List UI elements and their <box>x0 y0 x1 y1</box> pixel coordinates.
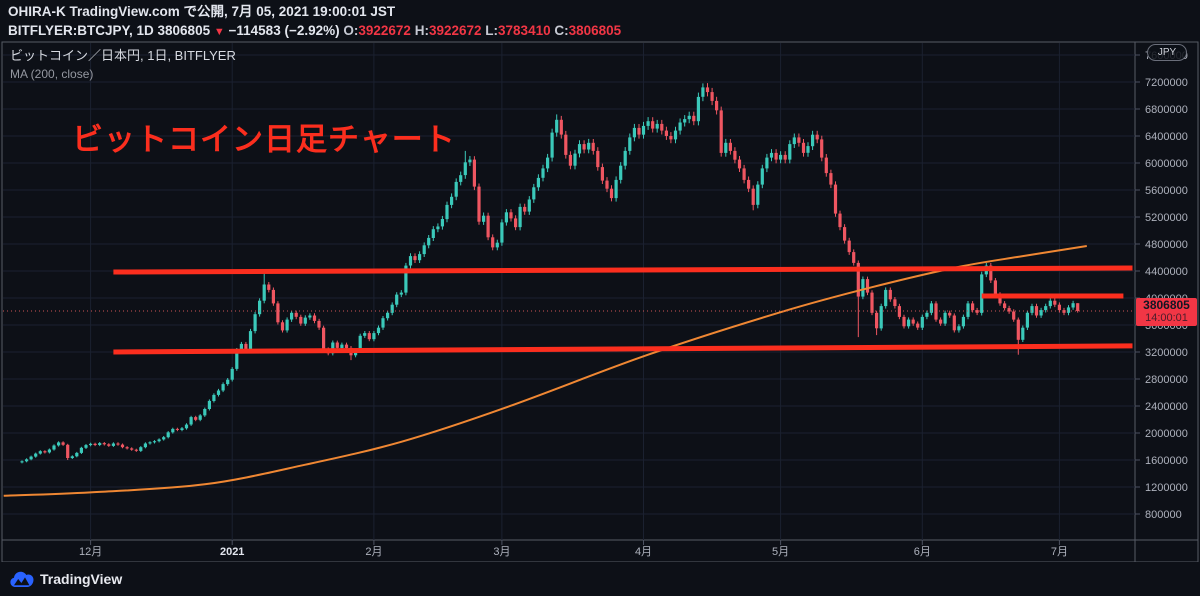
close-label: C: <box>554 23 569 38</box>
svg-text:2400000: 2400000 <box>1145 401 1188 413</box>
svg-text:4400000: 4400000 <box>1145 266 1188 278</box>
svg-text:6400000: 6400000 <box>1145 131 1188 143</box>
svg-text:7200000: 7200000 <box>1145 77 1188 89</box>
low-value: 3783410 <box>498 23 551 38</box>
chart-legend[interactable]: ビットコイン／日本円, 1日, BITFLYER MA (200, close) <box>10 47 236 83</box>
symbol-title: BITFLYER:BTCJPY, 1D 3806805 <box>8 23 211 38</box>
currency-unit-button[interactable]: JPY <box>1147 44 1187 61</box>
chart-header: OHIRA-K TradingView.com で公開, 7月 05, 2021… <box>8 2 621 42</box>
svg-text:5200000: 5200000 <box>1145 212 1188 224</box>
close-value: 3806805 <box>568 23 622 38</box>
svg-text:5600000: 5600000 <box>1145 185 1188 197</box>
svg-text:3200000: 3200000 <box>1145 347 1188 359</box>
tradingview-logo-icon[interactable] <box>10 571 34 588</box>
last-price-axis-label: 3806805 14:00:01 <box>1136 298 1197 326</box>
svg-text:3月: 3月 <box>493 546 510 558</box>
tradingview-brand-text: TradingView <box>40 571 123 587</box>
high-value: 3922672 <box>428 23 482 38</box>
open-value: 3922672 <box>358 23 411 38</box>
svg-text:4800000: 4800000 <box>1145 239 1188 251</box>
chart-annotation-text: ビットコイン日足チャート <box>72 122 456 157</box>
high-label: H: <box>414 23 429 38</box>
svg-text:800000: 800000 <box>1145 509 1182 521</box>
svg-text:6800000: 6800000 <box>1145 104 1188 116</box>
svg-text:2021: 2021 <box>220 546 244 558</box>
svg-text:7月: 7月 <box>1051 546 1068 558</box>
svg-text:1600000: 1600000 <box>1145 455 1188 467</box>
svg-text:5月: 5月 <box>772 546 789 558</box>
legend-symbol: ビットコイン／日本円, 1日, BITFLYER <box>10 48 236 63</box>
svg-text:6000000: 6000000 <box>1145 158 1188 170</box>
bar-countdown: 14:00:01 <box>1145 312 1188 324</box>
symbol-info-line: BITFLYER:BTCJPY, 1D 3806805 ▼ −114583 (−… <box>8 21 621 42</box>
open-label: O: <box>343 23 359 38</box>
legend-ma-indicator: MA (200, close) <box>10 67 94 81</box>
publish-info-line: OHIRA-K TradingView.com で公開, 7月 05, 2021… <box>8 4 396 19</box>
svg-text:4月: 4月 <box>635 546 652 558</box>
footer-bar: TradingView <box>0 562 1200 596</box>
svg-text:12月: 12月 <box>79 546 102 558</box>
svg-text:1200000: 1200000 <box>1145 482 1188 494</box>
price-change: −114583 (−2.92%) <box>228 23 340 38</box>
svg-text:2000000: 2000000 <box>1145 428 1188 440</box>
last-price-value: 3806805 <box>1143 298 1190 312</box>
svg-text:6月: 6月 <box>914 546 931 558</box>
svg-text:2800000: 2800000 <box>1145 374 1188 386</box>
svg-text:2月: 2月 <box>365 546 382 558</box>
price-down-triangle-icon: ▼ <box>213 26 225 38</box>
low-label: L: <box>485 23 499 38</box>
